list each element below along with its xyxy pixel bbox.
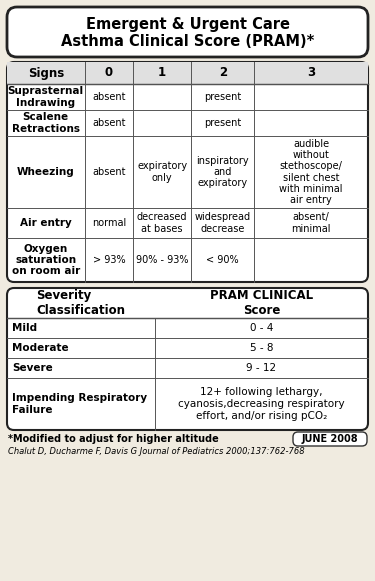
Text: Oxygen
saturation
on room air: Oxygen saturation on room air <box>12 244 80 276</box>
FancyBboxPatch shape <box>7 62 368 282</box>
Text: 0 - 4: 0 - 4 <box>250 323 273 333</box>
Text: Mild: Mild <box>12 323 37 333</box>
Text: expiratory
only: expiratory only <box>137 162 187 182</box>
Text: inspiratory
and
expiratory: inspiratory and expiratory <box>196 156 249 188</box>
Text: < 90%: < 90% <box>206 255 239 265</box>
Text: Suprasternal
Indrawing: Suprasternal Indrawing <box>8 87 84 107</box>
Text: 90% - 93%: 90% - 93% <box>136 255 189 265</box>
Text: widespread
decrease: widespread decrease <box>195 213 251 234</box>
Text: Severity
Classification: Severity Classification <box>36 289 126 317</box>
Text: *Modified to adjust for higher altitude: *Modified to adjust for higher altitude <box>8 434 219 444</box>
FancyBboxPatch shape <box>293 432 367 446</box>
Text: PRAM CLINICAL
Score: PRAM CLINICAL Score <box>210 289 313 317</box>
Bar <box>7 62 368 84</box>
Text: > 93%: > 93% <box>93 255 125 265</box>
Text: absent/
minimal: absent/ minimal <box>291 213 331 234</box>
Text: audible
without
stethoscope/
silent chest
with minimal
air entry: audible without stethoscope/ silent ches… <box>279 139 343 205</box>
Text: absent: absent <box>92 118 126 128</box>
Text: Air entry: Air entry <box>20 218 72 228</box>
Text: Emergent & Urgent Care: Emergent & Urgent Care <box>86 17 290 33</box>
Text: 1: 1 <box>158 66 166 80</box>
Text: 2: 2 <box>219 66 227 80</box>
Text: absent: absent <box>92 92 126 102</box>
Text: 5 - 8: 5 - 8 <box>250 343 273 353</box>
Text: JUNE 2008: JUNE 2008 <box>302 434 358 444</box>
FancyBboxPatch shape <box>7 288 368 430</box>
Text: Wheezing: Wheezing <box>17 167 75 177</box>
Text: Asthma Clinical Score (PRAM)*: Asthma Clinical Score (PRAM)* <box>61 34 314 48</box>
Text: Scalene
Retractions: Scalene Retractions <box>12 112 80 134</box>
Text: 9 - 12: 9 - 12 <box>246 363 277 373</box>
Text: Severe: Severe <box>12 363 53 373</box>
Text: Moderate: Moderate <box>12 343 69 353</box>
Text: 12+ following lethargy,
cyanosis,decreasing respiratory
effort, and/or rising pC: 12+ following lethargy, cyanosis,decreas… <box>178 388 345 421</box>
Text: normal: normal <box>92 218 126 228</box>
Text: present: present <box>204 118 242 128</box>
Text: decreased
at bases: decreased at bases <box>137 213 188 234</box>
Text: 3: 3 <box>307 66 315 80</box>
FancyBboxPatch shape <box>7 7 368 57</box>
Text: present: present <box>204 92 242 102</box>
Text: absent: absent <box>92 167 126 177</box>
Text: Chalut D, Ducharme F, Davis G Journal of Pediatrics 2000;137:762-768: Chalut D, Ducharme F, Davis G Journal of… <box>8 447 304 456</box>
Text: Impending Respiratory
Failure: Impending Respiratory Failure <box>12 393 147 415</box>
Text: 0: 0 <box>105 66 113 80</box>
Text: Signs: Signs <box>28 66 64 80</box>
